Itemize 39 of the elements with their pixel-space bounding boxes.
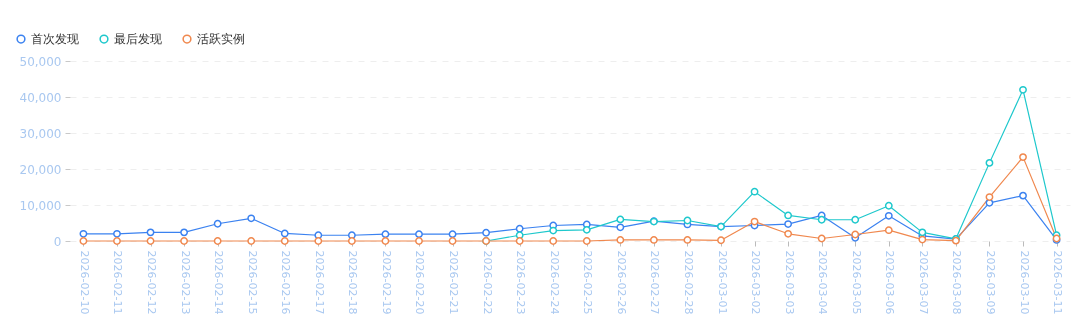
x-tick-label: 2026-02-27 bbox=[648, 250, 662, 315]
x-tick-label: 2026-02-11 bbox=[111, 250, 125, 315]
x-tick-label: 2026-03-04 bbox=[816, 250, 830, 315]
x-tick-label: 2026-03-06 bbox=[883, 250, 897, 315]
x-tick-label: 2026-02-18 bbox=[346, 250, 360, 315]
x-tick-label: 2026-03-09 bbox=[983, 250, 997, 315]
legend-label: 活跃实例 bbox=[197, 32, 245, 47]
y-tick-label: 0 bbox=[53, 234, 62, 249]
x-tick-label: 2026-02-19 bbox=[379, 250, 393, 315]
x-tick-label: 2026-02-15 bbox=[245, 250, 259, 315]
legend-label: 首次发现 bbox=[31, 32, 79, 47]
x-tick-label: 2026-03-03 bbox=[782, 250, 796, 315]
x-tick-label: 2026-02-16 bbox=[279, 250, 293, 315]
y-tick-label: 30,000 bbox=[19, 126, 62, 141]
x-tick-label: 2026-02-26 bbox=[614, 250, 628, 315]
x-tick-label: 2026-02-12 bbox=[145, 250, 159, 315]
x-tick-label: 2026-02-24 bbox=[547, 250, 561, 315]
x-tick-label: 2026-03-02 bbox=[749, 250, 763, 315]
x-tick-label: 2026-03-10 bbox=[1017, 250, 1031, 315]
x-tick-label: 2026-02-22 bbox=[480, 250, 494, 315]
x-tick-label: 2026-03-07 bbox=[916, 250, 930, 315]
x-tick-label: 2026-02-14 bbox=[212, 250, 226, 315]
y-tick-label: 10,000 bbox=[19, 198, 62, 213]
x-tick-label: 2026-02-23 bbox=[514, 250, 528, 315]
x-tick-label: 2026-02-13 bbox=[178, 250, 192, 315]
x-tick-label: 2026-03-08 bbox=[950, 250, 964, 315]
legend-label: 最后发现 bbox=[114, 32, 162, 47]
x-tick-label: 2026-03-05 bbox=[849, 250, 863, 315]
x-tick-label: 2026-02-10 bbox=[77, 250, 91, 315]
x-tick-label: 2026-02-17 bbox=[312, 250, 326, 315]
y-tick-label: 50,000 bbox=[19, 54, 62, 69]
x-tick-label: 2026-02-20 bbox=[413, 250, 427, 315]
x-tick-label: 2026-03-01 bbox=[715, 250, 729, 315]
x-tick-label: 2026-03-11 bbox=[1051, 250, 1065, 315]
x-tick-label: 2026-02-28 bbox=[681, 250, 695, 315]
x-tick-label: 2026-02-21 bbox=[447, 250, 461, 315]
x-tick-label: 2026-02-25 bbox=[581, 250, 595, 315]
y-tick-label: 20,000 bbox=[19, 162, 62, 177]
y-tick-label: 40,000 bbox=[19, 90, 62, 105]
